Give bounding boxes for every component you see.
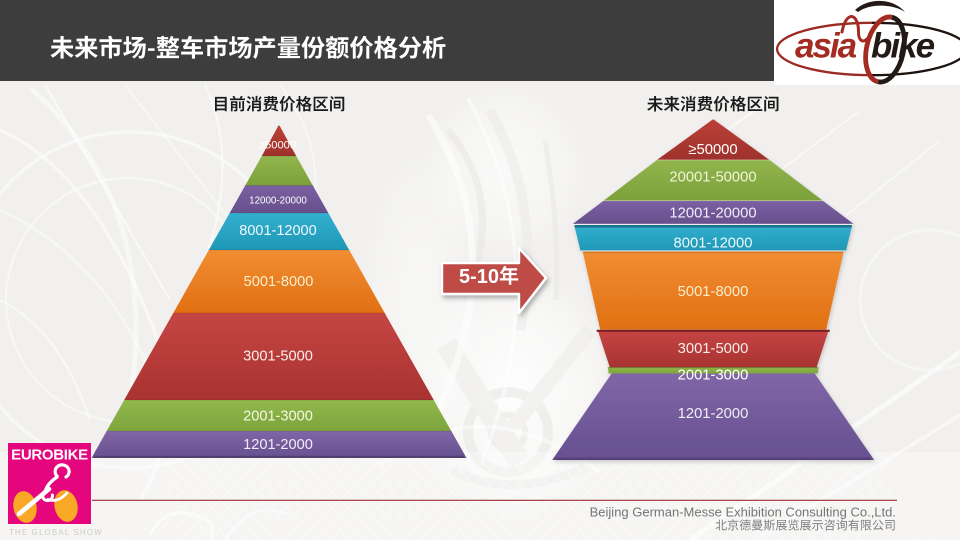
svg-text:2001-3000: 2001-3000 bbox=[243, 408, 313, 424]
svg-text:THE GLOBAL SHOW: THE GLOBAL SHOW bbox=[9, 528, 103, 537]
svg-text:3001-5000: 3001-5000 bbox=[243, 348, 313, 364]
svg-text:8001-12000: 8001-12000 bbox=[239, 223, 316, 239]
svg-text:2001-3000: 2001-3000 bbox=[678, 368, 749, 384]
svg-text:5001-8000: 5001-8000 bbox=[678, 284, 749, 300]
svg-text:3001-5000: 3001-5000 bbox=[678, 341, 749, 357]
svg-text:EUROBIKE: EUROBIKE bbox=[11, 446, 88, 463]
svg-text:12000-20000: 12000-20000 bbox=[249, 195, 307, 206]
svg-text:12001-20000: 12001-20000 bbox=[669, 206, 756, 222]
svg-text:5-10: 5-10 bbox=[459, 266, 499, 288]
svg-text:≥50000: ≥50000 bbox=[259, 140, 296, 152]
svg-text:5001-8000: 5001-8000 bbox=[244, 274, 314, 290]
svg-text:8001-12000: 8001-12000 bbox=[674, 236, 753, 252]
svg-text:bike: bike bbox=[871, 27, 935, 66]
svg-text:1201-2000: 1201-2000 bbox=[243, 437, 313, 453]
svg-text:1201-2000: 1201-2000 bbox=[678, 406, 749, 422]
svg-text:20001-50000: 20001-50000 bbox=[669, 170, 756, 186]
svg-text:asia: asia bbox=[795, 27, 857, 66]
svg-text:Beijing German-Messe Exhibitio: Beijing German-Messe Exhibition Consulti… bbox=[590, 504, 896, 519]
svg-text:≥50000: ≥50000 bbox=[688, 142, 737, 158]
